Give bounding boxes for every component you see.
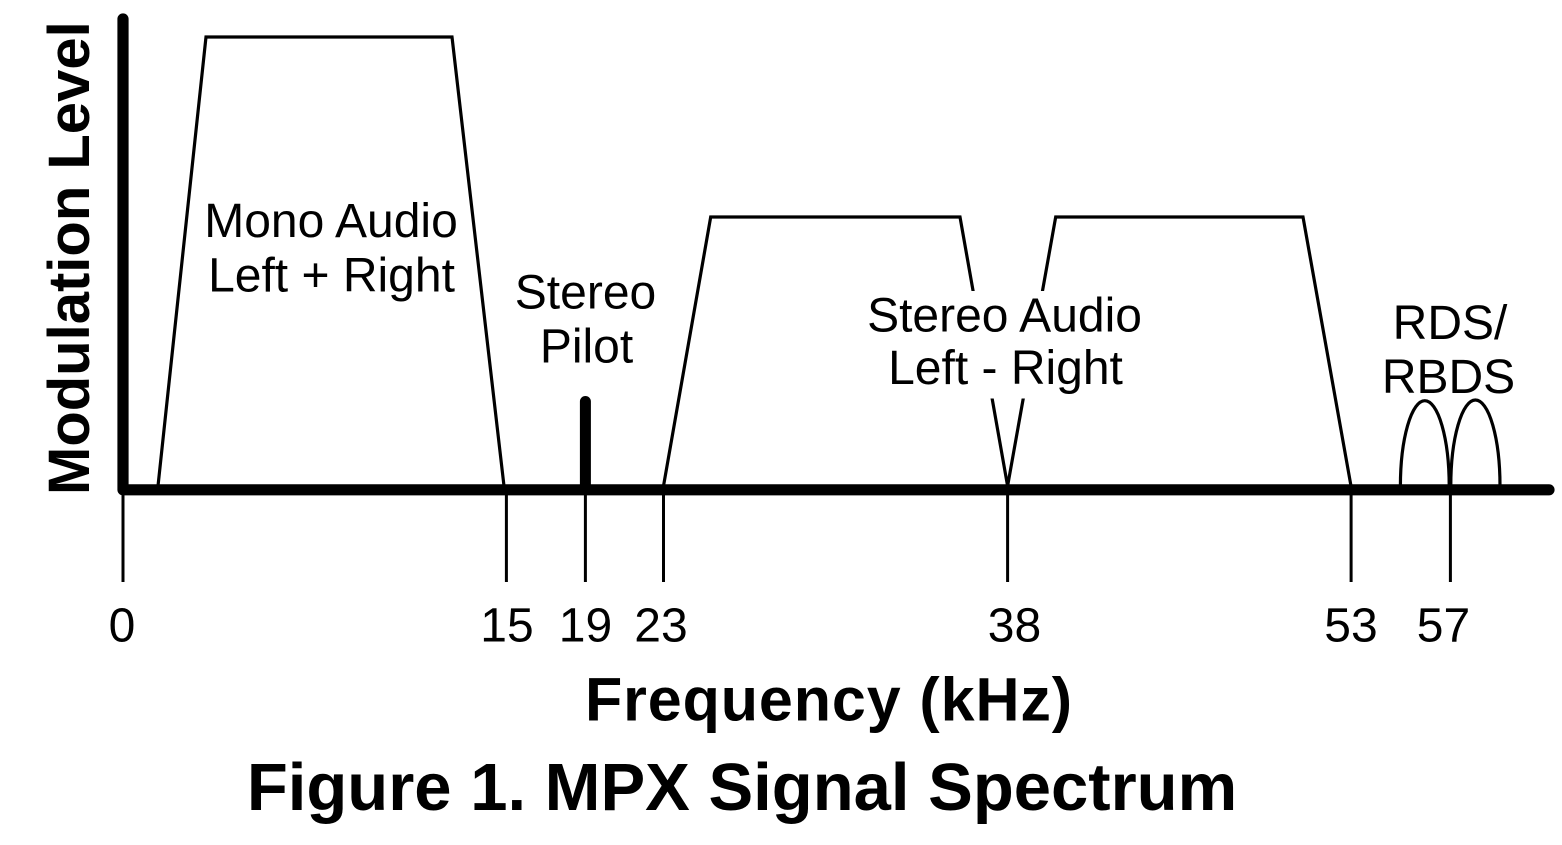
svg-text:Figure 1. MPX Signal Spectrum: Figure 1. MPX Signal Spectrum	[247, 750, 1237, 825]
svg-text:Pilot: Pilot	[540, 321, 633, 374]
svg-text:23: 23	[634, 600, 687, 653]
svg-text:Modulation Level: Modulation Level	[37, 21, 102, 495]
svg-text:RBDS: RBDS	[1382, 351, 1515, 404]
svg-text:Stereo Audio: Stereo Audio	[867, 290, 1142, 343]
svg-text:RDS/: RDS/	[1393, 297, 1508, 350]
svg-text:53: 53	[1324, 600, 1377, 653]
svg-text:Frequency (kHz): Frequency (kHz)	[585, 666, 1073, 734]
svg-text:Left - Right: Left - Right	[888, 342, 1123, 395]
svg-text:15: 15	[480, 600, 533, 653]
svg-text:38: 38	[988, 600, 1041, 653]
svg-text:0: 0	[109, 600, 136, 653]
svg-text:57: 57	[1417, 600, 1470, 653]
svg-text:19: 19	[559, 600, 612, 653]
svg-text:Left + Right: Left + Right	[208, 250, 455, 303]
svg-text:Stereo: Stereo	[515, 267, 656, 320]
svg-text:Mono Audio: Mono Audio	[204, 195, 458, 248]
